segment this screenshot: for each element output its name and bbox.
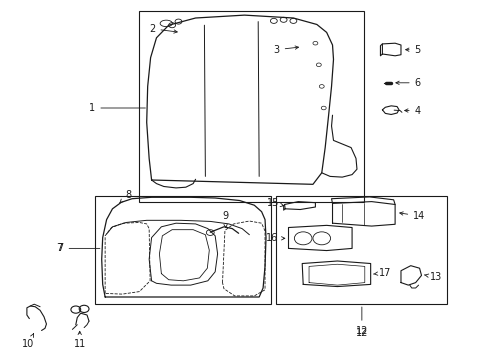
Text: 7: 7 bbox=[57, 243, 100, 253]
Text: 2: 2 bbox=[149, 24, 177, 34]
Bar bbox=[95, 196, 271, 304]
Text: 15: 15 bbox=[267, 198, 283, 208]
Text: 13: 13 bbox=[424, 272, 442, 282]
Text: 7: 7 bbox=[56, 243, 62, 253]
Text: 14: 14 bbox=[399, 211, 425, 221]
Text: 3: 3 bbox=[273, 45, 298, 55]
Text: 10: 10 bbox=[22, 334, 35, 349]
Text: 9: 9 bbox=[222, 211, 227, 228]
Text: 1: 1 bbox=[89, 103, 145, 113]
Text: 11: 11 bbox=[73, 331, 86, 349]
Bar bbox=[276, 196, 447, 304]
Text: 5: 5 bbox=[405, 45, 420, 55]
Bar bbox=[139, 11, 364, 202]
Text: 4: 4 bbox=[404, 105, 420, 116]
Text: 12: 12 bbox=[355, 328, 367, 338]
Text: 16: 16 bbox=[265, 233, 284, 243]
Text: 17: 17 bbox=[373, 268, 390, 278]
Text: 6: 6 bbox=[395, 78, 420, 88]
Text: 8: 8 bbox=[120, 190, 131, 203]
Text: 12: 12 bbox=[355, 307, 367, 336]
